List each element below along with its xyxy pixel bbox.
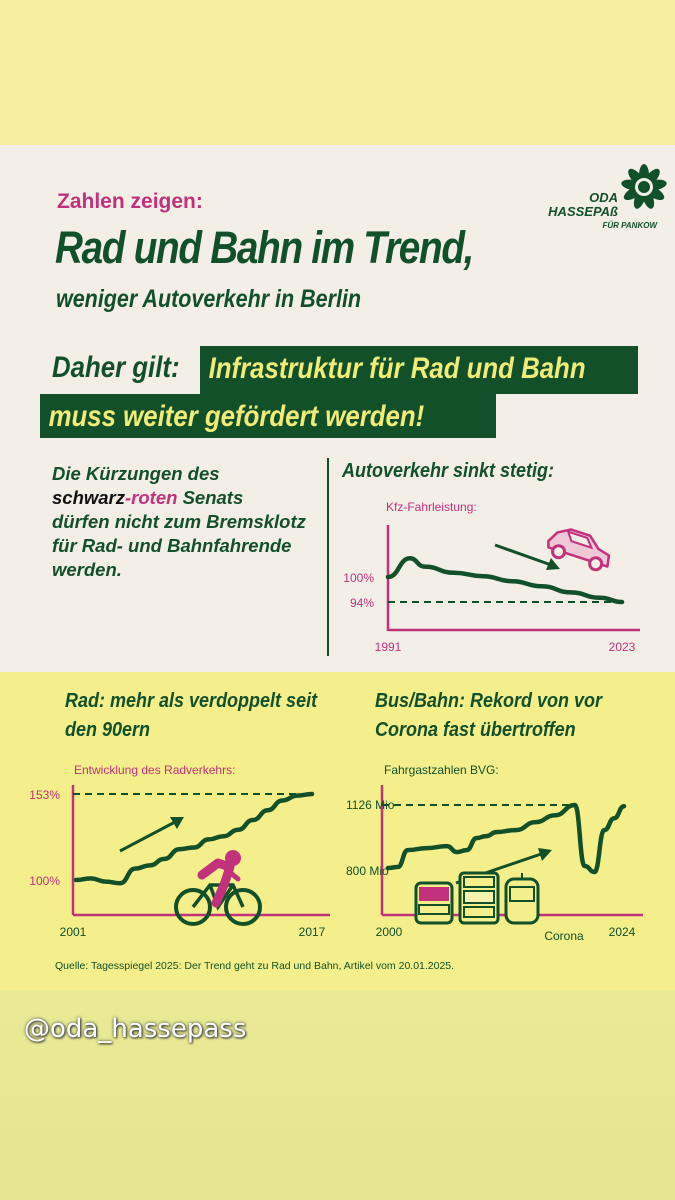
body-line-2: schwarz-roten Senats [52, 486, 317, 510]
bahn-chart-subtitle: Fahrgastzahlen BVG: [384, 763, 499, 777]
auto-series-line [385, 556, 625, 605]
highlight-box-1: Infrastruktur für Rad und Bahn [200, 346, 638, 394]
bahn-chart-title: Bus/Bahn: Rekord von vor Corona fast übe… [375, 690, 603, 741]
rad-chart-title: Rad: mehr als verdoppelt seit den 90ern [65, 690, 318, 741]
watermark-handle: @oda_hassepass [24, 1014, 247, 1044]
bahn-x-label-2000: 2000 [376, 925, 403, 939]
bahn-y-label-1126: 1126 Mio [346, 798, 395, 812]
bahn-x-label-2024: 2024 [609, 925, 636, 939]
schwarz-word: schwarz [52, 487, 126, 508]
body-line-1: Die Kürzungen des [52, 463, 220, 484]
bahn-y-label-800: 800 Mio [346, 864, 389, 878]
highlight-text-1: Infrastruktur für Rad und Bahn [208, 352, 586, 385]
auto-x-label-1991: 1991 [375, 640, 402, 654]
body-line-3: dürfen nicht zum Bremsklotz [52, 511, 306, 532]
rad-x-label-2001: 2001 [60, 925, 87, 939]
sunflower-icon [621, 164, 667, 209]
rad-series-line [73, 791, 315, 886]
section-divider [327, 458, 329, 656]
logo: ODA HASSEPAß FÜR PANKOW [548, 160, 673, 230]
senats-word: Senats [177, 487, 244, 508]
top-background [0, 0, 675, 145]
rad-chart: Entwicklung des Radverkehrs: 153% 100% 2… [29, 763, 330, 939]
yellow-panel [0, 672, 675, 990]
subheadline: weniger Autoverkehr in Berlin [56, 285, 362, 313]
logo-line-2: HASSEPAß [548, 204, 618, 219]
bottom-background [0, 990, 675, 1200]
roten-word: -roten [125, 487, 178, 508]
bus-train-icon [414, 871, 540, 925]
auto-chart: Kfz-Fahrleistung: 100% 94% 1991 2023 [343, 500, 640, 654]
highlight-text-2: muss weiter gefördert werden! [48, 400, 425, 433]
bahn-chart: Fahrgastzahlen BVG: 1126 Mio 800 Mio 200… [346, 763, 643, 943]
auto-x-label-2023: 2023 [609, 640, 636, 654]
highlight-box-2: muss weiter gefördert werden! [40, 394, 496, 438]
bahn-series-line [385, 802, 627, 875]
rad-chart-subtitle: Entwicklung des Radverkehrs: [74, 763, 235, 777]
logo-line-3: FÜR PANKOW [602, 221, 657, 230]
auto-chart-title: Autoverkehr sinkt stetig: [342, 460, 555, 482]
logo-line-1: ODA [589, 190, 618, 205]
rad-y-label-100: 100% [29, 874, 60, 888]
body-line-5: werden. [52, 559, 122, 580]
body-text: Die Kürzungen des schwarz-roten Senats d… [52, 462, 317, 582]
car-icon [547, 528, 611, 572]
rad-trend-arrow [119, 817, 184, 853]
rad-x-label-2017: 2017 [299, 925, 326, 939]
auto-chart-subtitle: Kfz-Fahrleistung: [386, 500, 477, 514]
body-line-4: für Rad- und Bahnfahrende [52, 535, 292, 556]
headline: Rad und Bahn im Trend, [55, 222, 474, 273]
rad-y-label-153: 153% [29, 788, 60, 802]
auto-y-label-94: 94% [350, 596, 374, 610]
auto-y-label-100: 100% [343, 571, 374, 585]
cyclist-icon [174, 850, 262, 926]
source-note: Quelle: Tagesspiegel 2025: Der Trend geh… [55, 960, 455, 972]
auto-trend-arrow [494, 543, 560, 570]
eyebrow-text: Zahlen zeigen: [57, 190, 203, 213]
daher-label: Daher gilt: [52, 351, 180, 384]
bahn-x-label-corona: Corona [544, 929, 584, 943]
